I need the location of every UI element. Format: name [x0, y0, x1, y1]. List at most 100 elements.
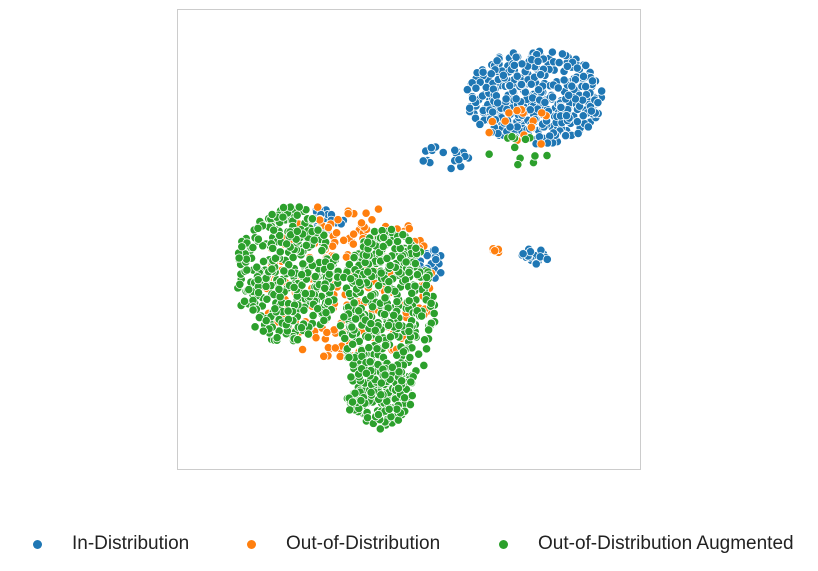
data-point — [446, 163, 456, 174]
data-point — [392, 236, 403, 247]
data-point — [367, 302, 378, 312]
legend-entry-out-of-distribution: Out-of-Distribution — [247, 528, 440, 560]
data-point — [315, 215, 325, 225]
data-point — [376, 390, 386, 400]
data-point — [330, 343, 340, 353]
data-point — [376, 378, 386, 388]
data-point — [275, 230, 285, 241]
data-point — [242, 265, 252, 275]
data-point — [253, 288, 264, 298]
data-point — [258, 256, 269, 266]
data-point — [454, 155, 464, 165]
data-point — [323, 223, 333, 233]
data-point — [283, 306, 293, 316]
data-point — [349, 229, 359, 239]
data-point — [319, 315, 329, 326]
data-point — [313, 225, 323, 235]
data-point — [384, 404, 394, 414]
data-point — [258, 326, 268, 336]
data-point — [559, 75, 569, 85]
data-point — [410, 259, 420, 269]
data-point — [564, 90, 574, 100]
data-point — [406, 377, 416, 387]
data-point — [299, 305, 309, 315]
legend: In-Distribution Out-of-Distribution Out-… — [0, 528, 818, 560]
series-out-of-distribution-augmented — [233, 132, 552, 434]
data-point — [372, 344, 382, 354]
data-point — [389, 310, 399, 320]
data-point — [398, 347, 409, 357]
data-point — [324, 269, 334, 279]
data-point — [431, 255, 441, 265]
data-point — [405, 400, 415, 410]
data-point — [373, 410, 384, 420]
data-point — [313, 304, 323, 314]
data-point — [258, 241, 268, 251]
data-point — [384, 277, 394, 287]
data-point — [536, 70, 546, 80]
data-point — [253, 234, 263, 244]
data-point — [300, 288, 310, 299]
legend-marker-in-distribution — [33, 539, 42, 549]
data-point — [492, 56, 502, 66]
data-point — [404, 326, 414, 336]
data-point — [401, 257, 411, 267]
data-point — [405, 353, 415, 363]
data-point — [420, 335, 430, 345]
data-point — [419, 360, 429, 371]
data-point — [262, 294, 272, 304]
data-point — [362, 413, 373, 423]
legend-label-out-of-distribution: Out-of-Distribution — [286, 533, 441, 554]
data-point — [361, 368, 371, 378]
data-point — [484, 127, 494, 138]
data-point — [382, 253, 392, 263]
data-point — [282, 239, 292, 249]
data-point — [284, 260, 294, 270]
data-point — [567, 81, 577, 91]
data-point — [331, 252, 341, 262]
data-point — [547, 92, 558, 102]
data-point — [344, 352, 354, 362]
data-point — [436, 268, 446, 278]
data-point — [361, 208, 371, 218]
data-point — [593, 98, 603, 108]
data-point — [421, 344, 432, 354]
data-point — [319, 351, 329, 361]
data-point — [422, 272, 432, 283]
data-point — [573, 128, 583, 139]
data-point — [511, 52, 521, 62]
data-point — [301, 240, 311, 250]
data-point — [261, 316, 271, 326]
data-point — [365, 357, 375, 367]
data-point — [349, 298, 359, 308]
legend-marker-out-of-distribution — [247, 539, 256, 549]
data-point — [450, 145, 460, 155]
data-point — [356, 218, 367, 228]
data-point — [583, 122, 593, 132]
data-point — [404, 267, 414, 277]
data-point — [526, 79, 536, 89]
data-point — [510, 142, 520, 152]
data-point — [349, 253, 359, 263]
data-point — [339, 312, 349, 322]
data-point — [572, 117, 582, 127]
data-point — [279, 266, 289, 276]
data-point — [380, 309, 390, 320]
data-point — [292, 226, 302, 236]
data-point — [363, 267, 373, 277]
data-point — [500, 116, 510, 126]
data-point — [269, 225, 279, 235]
data-point — [429, 308, 439, 319]
data-point — [547, 47, 557, 57]
data-point — [250, 322, 260, 332]
data-point — [387, 362, 397, 372]
data-point — [340, 333, 350, 344]
data-point — [417, 311, 427, 321]
data-point — [297, 344, 308, 355]
data-point — [270, 253, 281, 263]
data-point — [239, 296, 250, 306]
legend-marker-out-of-distribution-augmented — [499, 539, 508, 549]
data-point — [321, 308, 331, 318]
data-point — [586, 106, 596, 116]
data-point — [380, 293, 390, 303]
